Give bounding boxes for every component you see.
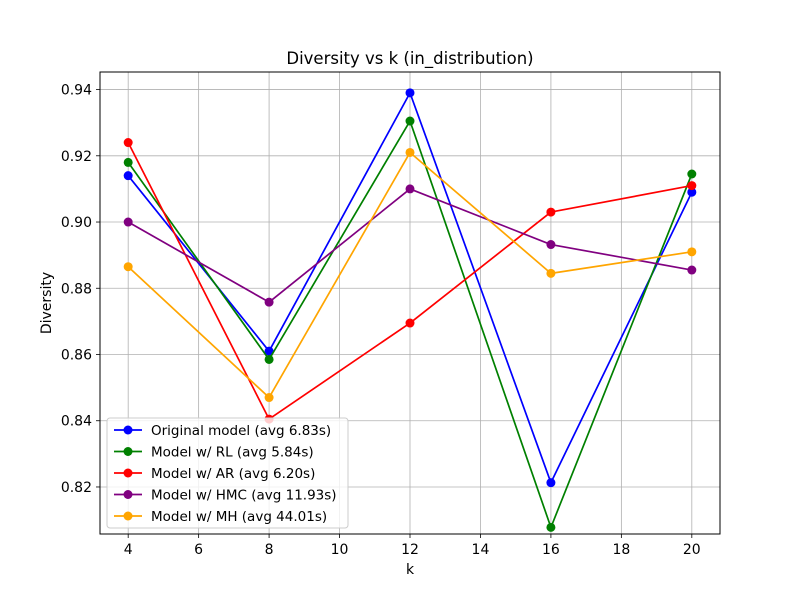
- legend-label: Model w/ HMC (avg 11.93s): [151, 488, 337, 504]
- y-tick-label: 0.82: [61, 480, 92, 496]
- data-point: [687, 181, 697, 191]
- legend-label: Model w/ RL (avg 5.84s): [151, 445, 314, 461]
- series-1: [123, 116, 697, 532]
- data-point: [405, 88, 415, 98]
- data-point: [123, 217, 133, 227]
- data-point: [123, 138, 133, 148]
- x-tick-label: 6: [194, 542, 203, 558]
- y-tick-label: 0.84: [61, 414, 92, 430]
- legend-marker: [123, 511, 133, 521]
- y-tick-label: 0.88: [61, 281, 92, 297]
- legend-label: Original model (avg 6.83s): [151, 423, 331, 439]
- x-tick-label: 8: [265, 542, 274, 558]
- data-point: [123, 262, 133, 272]
- data-point: [123, 171, 133, 181]
- data-point: [546, 478, 556, 488]
- legend-item: Model w/ HMC (avg 11.93s): [114, 488, 337, 504]
- legend-item: Model w/ RL (avg 5.84s): [114, 445, 314, 461]
- legend: Original model (avg 6.83s) Model w/ RL (a…: [106, 417, 349, 529]
- y-tick-label: 0.90: [61, 215, 92, 231]
- data-point: [687, 187, 697, 197]
- y-axis-label: Diversity: [39, 272, 55, 334]
- legend-marker: [123, 490, 133, 499]
- legend-marker: [123, 425, 133, 435]
- data-point: [546, 522, 556, 532]
- series-4: [123, 147, 697, 403]
- legend-marker: [123, 447, 133, 456]
- data-point: [546, 268, 556, 278]
- ticks: 4 6 8 10 12 14 16 18 20 0.82 0.84 0.86 0.88 0.90 0.92 0…: [61, 83, 701, 558]
- x-tick-label: 14: [472, 542, 490, 558]
- y-tick-label: 0.86: [61, 347, 92, 363]
- y-tick-label: 0.92: [61, 149, 92, 165]
- x-tick-label: 4: [124, 542, 133, 558]
- legend-label: Model w/ MH (avg 44.01s): [151, 509, 327, 525]
- legend-item: Model w/ AR (avg 6.20s): [114, 466, 315, 482]
- legend-marker: [123, 468, 133, 478]
- data-point: [264, 297, 274, 307]
- data-point: [405, 147, 415, 157]
- x-tick-label: 18: [612, 542, 630, 558]
- data-point: [687, 169, 697, 179]
- data-point: [687, 265, 697, 275]
- legend-box: [106, 417, 349, 529]
- x-tick-label: 20: [683, 542, 701, 558]
- legend-label: Model w/ AR (avg 6.20s): [151, 466, 315, 482]
- data-point: [264, 393, 274, 403]
- series-3: [123, 184, 697, 307]
- x-tick-label: 16: [542, 542, 560, 558]
- legend-item: Original model (avg 6.83s): [114, 423, 331, 439]
- x-tick-label: 10: [331, 542, 349, 558]
- data-point: [123, 157, 133, 167]
- x-tick-label: 12: [401, 542, 419, 558]
- data-point: [405, 116, 415, 126]
- series-2: [123, 138, 697, 424]
- data-point: [687, 247, 697, 257]
- chart-title: Diversity vs k (in_distribution): [286, 49, 533, 69]
- series-group: [123, 88, 697, 532]
- x-axis-label: k: [406, 562, 415, 578]
- y-tick-label: 0.94: [61, 83, 92, 99]
- data-point: [405, 184, 415, 194]
- data-point: [264, 346, 274, 356]
- data-point: [405, 318, 415, 328]
- legend-item: Model w/ MH (avg 44.01s): [114, 509, 327, 525]
- data-point: [546, 240, 556, 250]
- data-point: [264, 354, 274, 364]
- data-point: [546, 207, 556, 217]
